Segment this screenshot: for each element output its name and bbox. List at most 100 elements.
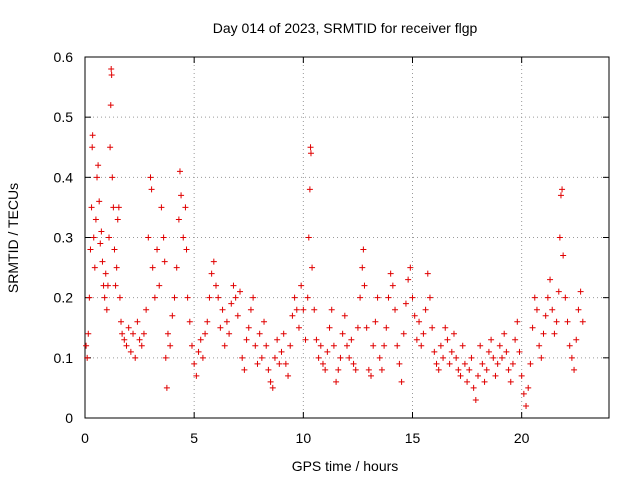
data-point: [95, 162, 102, 169]
data-point: [250, 294, 257, 301]
data-point: [547, 276, 554, 283]
data-point: [499, 354, 506, 361]
data-point: [529, 324, 536, 331]
data-point: [313, 336, 320, 343]
data-point: [542, 312, 549, 319]
data-point: [86, 294, 93, 301]
data-point: [448, 348, 455, 355]
data-point: [571, 366, 578, 373]
data-point: [501, 330, 508, 337]
data-point: [287, 342, 294, 349]
data-point: [512, 336, 519, 343]
data-point: [199, 354, 206, 361]
data-point: [538, 354, 545, 361]
data-point: [378, 366, 385, 373]
data-point: [374, 294, 381, 301]
data-point: [304, 294, 311, 301]
data-point: [392, 306, 399, 313]
data-point: [330, 342, 337, 349]
data-point: [232, 294, 239, 301]
data-point: [389, 282, 396, 289]
data-point: [400, 330, 407, 337]
data-point: [91, 264, 98, 271]
data-point: [145, 234, 152, 241]
data-point: [507, 378, 514, 385]
data-point: [112, 282, 119, 289]
data-point: [116, 294, 123, 301]
data-point: [154, 246, 161, 253]
data-point: [396, 360, 403, 367]
y-tick-label: 0.6: [54, 49, 74, 65]
data-point: [160, 234, 167, 241]
data-point: [293, 306, 300, 313]
data-point: [551, 330, 558, 337]
data-point: [472, 396, 479, 403]
data-point: [234, 312, 241, 319]
data-point: [315, 354, 322, 361]
data-point: [464, 378, 471, 385]
data-point: [300, 306, 307, 313]
data-point: [536, 342, 543, 349]
data-point: [183, 246, 190, 253]
data-point: [143, 306, 150, 313]
data-point: [180, 234, 187, 241]
data-point: [518, 372, 525, 379]
data-point: [109, 174, 116, 181]
data-point: [514, 318, 521, 325]
data-point: [483, 366, 490, 373]
data-point: [413, 336, 420, 343]
data-point: [435, 366, 442, 373]
data-point: [118, 318, 125, 325]
data-point: [206, 294, 213, 301]
data-point: [215, 294, 222, 301]
grid-lines: [85, 57, 609, 418]
data-point: [178, 192, 185, 199]
data-point: [562, 294, 569, 301]
data-point: [193, 372, 200, 379]
data-point: [107, 102, 114, 109]
data-point: [269, 384, 276, 391]
data-point: [164, 330, 171, 337]
data-point: [444, 336, 451, 343]
data-point: [252, 342, 259, 349]
data-point: [258, 354, 265, 361]
data-point: [132, 354, 139, 361]
data-point: [107, 144, 114, 151]
data-point: [429, 324, 436, 331]
data-point: [348, 336, 355, 343]
data-point: [527, 360, 534, 367]
data-point: [505, 366, 512, 373]
data-point: [450, 330, 457, 337]
y-axis-label: SRMTID / TECUs: [5, 183, 21, 293]
data-point: [459, 342, 466, 349]
data-point: [509, 360, 516, 367]
data-point: [274, 336, 281, 343]
data-point: [256, 330, 263, 337]
data-points: [83, 66, 586, 409]
data-point: [99, 258, 106, 265]
data-point: [385, 294, 392, 301]
y-tick-label: 0: [65, 410, 73, 426]
data-point: [282, 360, 289, 367]
data-point: [226, 330, 233, 337]
data-point: [302, 336, 309, 343]
data-point: [85, 330, 92, 337]
data-point: [161, 258, 168, 265]
data-point: [322, 366, 329, 373]
data-point: [468, 354, 475, 361]
data-point: [560, 252, 567, 259]
data-point: [544, 294, 551, 301]
data-point: [376, 354, 383, 361]
data-point: [239, 354, 246, 361]
data-point: [442, 324, 449, 331]
data-point: [516, 348, 523, 355]
data-point: [418, 342, 425, 349]
data-point: [191, 360, 198, 367]
data-point: [335, 366, 342, 373]
data-point: [387, 270, 394, 277]
data-point: [411, 312, 418, 319]
data-point: [285, 372, 292, 379]
data-point: [115, 204, 122, 211]
data-point: [575, 306, 582, 313]
